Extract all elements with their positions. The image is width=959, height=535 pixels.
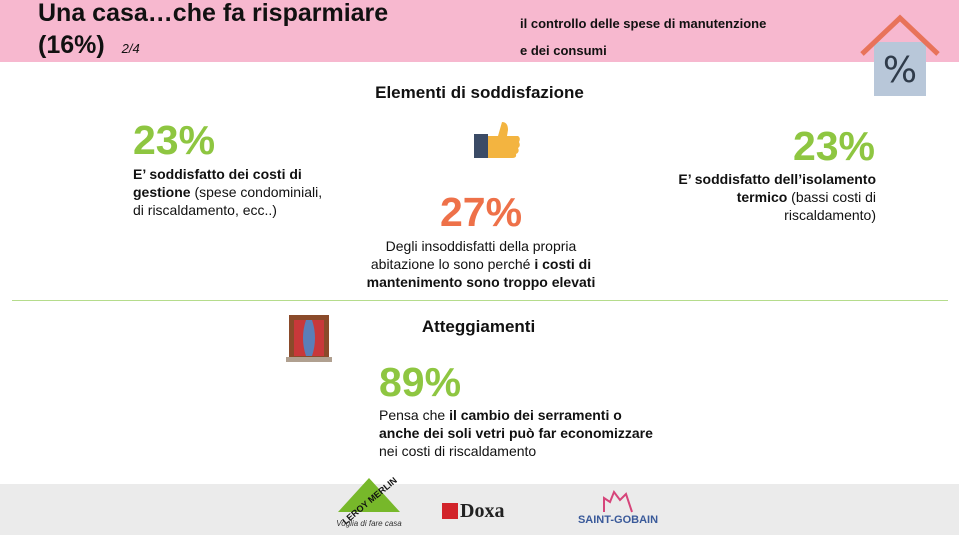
text-bold: E’ soddisfatto dell’isolamento termico (678, 171, 876, 205)
title-line: Una casa…che fa risparmiare (38, 0, 389, 27)
section-heading: Atteggiamenti (421, 317, 536, 336)
percent: 23% (133, 117, 216, 163)
item-text: Degli insoddisfatti della propria abitaz… (356, 237, 606, 291)
doxa-logo: Doxa (442, 500, 504, 523)
text-bold: E’ soddisfatto dei costi di gestione (133, 166, 302, 200)
house-icon: % (860, 14, 940, 96)
page-number: 2/4 (121, 41, 140, 56)
logo-tagline: Voglia di fare casa (336, 519, 402, 528)
title: Una casa…che fa risparmiare (16%) 2/4 (38, 0, 388, 65)
text-bold: i costi di mantenimento sono troppo elev… (366, 256, 596, 290)
text: Pensa che (379, 407, 450, 423)
subtitle-line: il controllo delle spese di manutenzione (520, 16, 767, 31)
window-icon (286, 315, 332, 362)
header-band (0, 0, 959, 62)
item-text: Pensa che il cambio dei serramenti o anc… (379, 406, 654, 460)
item-text: E’ soddisfatto dell’isolamento termico (… (661, 170, 876, 224)
text: Degli insoddisfatti della propria abitaz… (370, 238, 577, 272)
svg-text:%: % (883, 50, 917, 91)
subtitle: il controllo delle spese di manutenzione… (520, 10, 766, 64)
percent: 27% (439, 189, 523, 235)
footer (0, 484, 959, 535)
title-line: (16%) (38, 31, 105, 59)
section-heading: Elementi di soddisfazione (375, 83, 584, 102)
logo-text: SAINT-GOBAIN (578, 514, 658, 526)
percent: 89% (379, 359, 462, 405)
text: (spese condominiali, di riscaldamento, e… (133, 184, 323, 218)
logo-text: Doxa (460, 500, 505, 522)
text-bold: il cambio dei serramenti o anche dei sol… (379, 407, 653, 441)
item-text: E’ soddisfatto dei costi di gestione (sp… (133, 165, 323, 219)
text: (bassi costi di riscaldamento) (784, 189, 876, 223)
saint-gobain-logo: SAINT-GOBAIN (578, 489, 658, 526)
percent: 23% (792, 123, 875, 169)
subtitle-line: e dei consumi (520, 43, 607, 58)
leroy-merlin-logo: LEROY MERLIN Voglia di fare casa (336, 476, 402, 528)
text: nei costi di riscaldamento (379, 443, 537, 459)
divider (12, 300, 948, 301)
thumb-icon (474, 122, 520, 158)
